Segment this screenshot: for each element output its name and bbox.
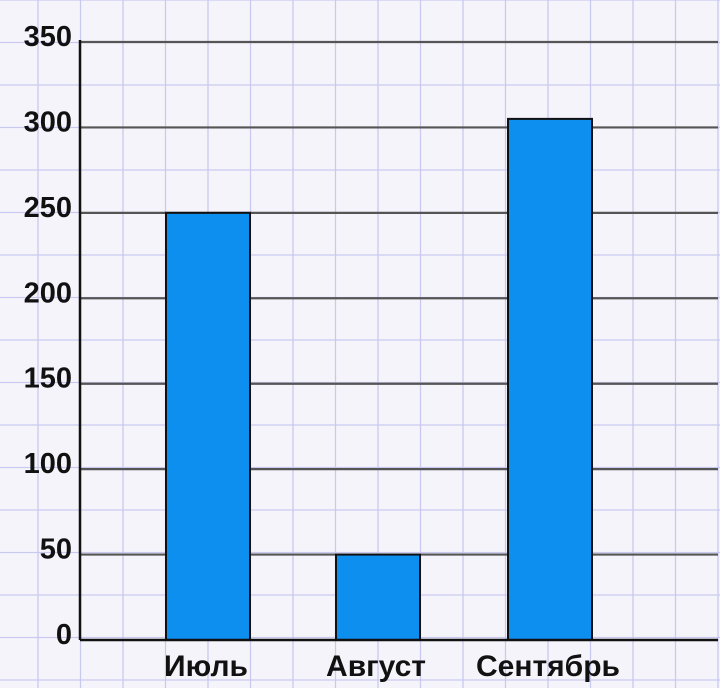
- y-tick-label: 100: [24, 448, 72, 480]
- x-category-label: Июль: [164, 650, 248, 683]
- bar-0: [165, 211, 251, 641]
- x-axis: Июль Август Сентябрь: [80, 638, 718, 683]
- bar-1: [335, 553, 421, 641]
- bars: [165, 117, 593, 641]
- y-tick-label: 250: [24, 192, 72, 224]
- x-category-label: Август: [326, 650, 426, 683]
- y-tick-label: 200: [24, 277, 72, 309]
- y-tick-label: 0: [56, 619, 72, 651]
- y-tick-label: 150: [24, 363, 72, 395]
- y-tick-label: 350: [24, 21, 72, 53]
- x-category-label: Сентябрь: [476, 650, 620, 683]
- y-tick-label: 50: [40, 534, 72, 566]
- y-axis: 0 50 100 150 200 250 300 350: [24, 21, 82, 651]
- y-tick-label: 300: [24, 106, 72, 138]
- bar-2: [507, 117, 593, 641]
